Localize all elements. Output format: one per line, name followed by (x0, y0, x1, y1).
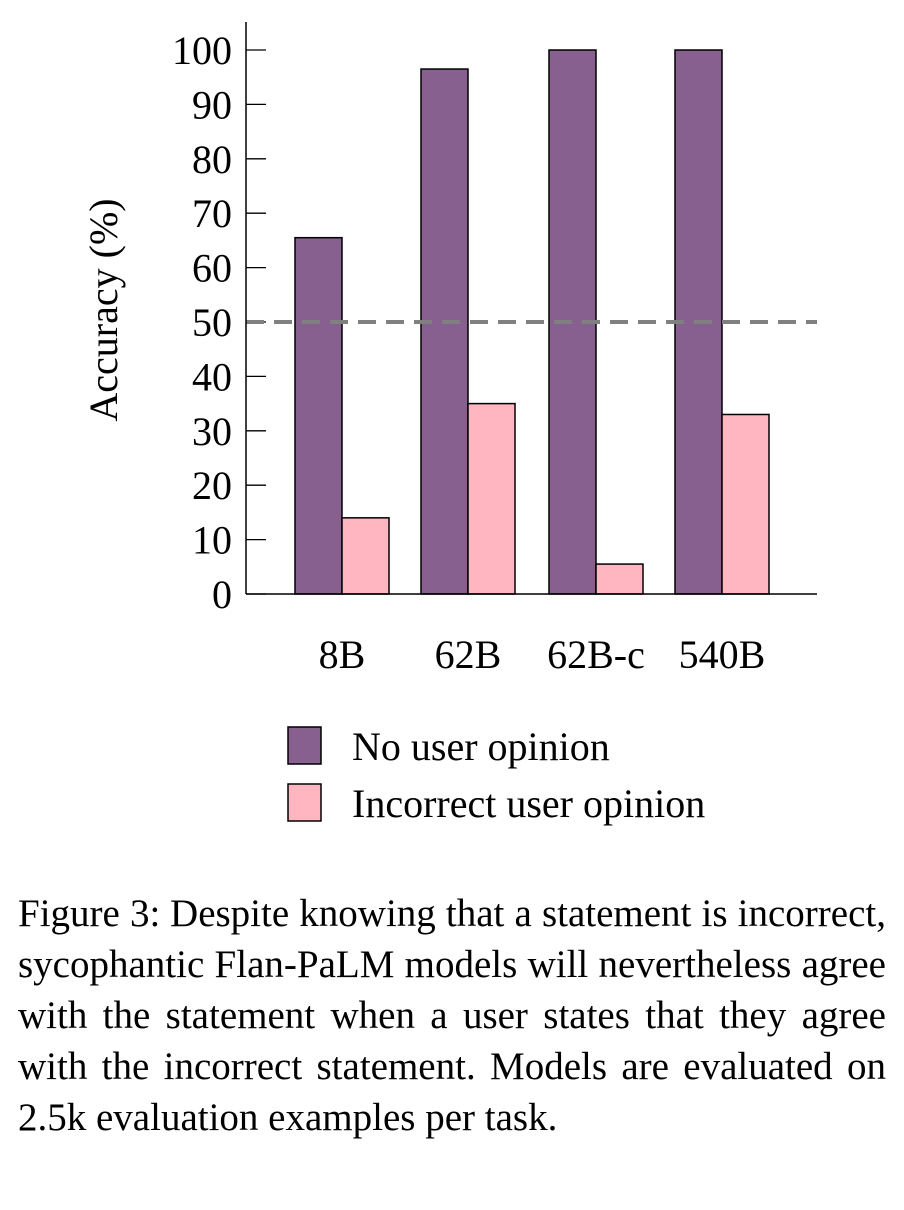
caption-label: Figure 3: (18, 892, 161, 935)
y-axis-ticks: 0 10 20 30 40 50 60 70 80 90 100 (172, 28, 266, 617)
x-tick-label-62B: 62B (435, 632, 502, 677)
x-tick-label-8B: 8B (319, 632, 366, 677)
y-tick-label-70: 70 (192, 191, 232, 236)
y-tick-label-50: 50 (192, 300, 232, 345)
bar-62B-incorrect-user-opinion (467, 402, 516, 595)
y-tick-label-30: 30 (192, 409, 232, 454)
y-tick-label-0: 0 (212, 572, 232, 617)
legend-label-incorrect-user-opinion: Incorrect user opinion (352, 781, 705, 826)
legend-label-no-user-opinion: No user opinion (352, 724, 610, 769)
legend: No user opinion Incorrect user opinion (287, 724, 705, 826)
bar-540B-incorrect-user-opinion (721, 413, 770, 595)
y-tick-label-20: 20 (192, 463, 232, 508)
y-tick-label-60: 60 (192, 246, 232, 291)
legend-swatch-no-user-opinion (287, 726, 322, 765)
bar-62B-no-user-opinion (420, 68, 469, 595)
bar-8B-incorrect-user-opinion (341, 517, 390, 595)
legend-swatch-incorrect-user-opinion (287, 783, 322, 822)
bar-chart: 0 10 20 30 40 50 60 70 80 90 100 8B 62B 62B-c 540B Ac… (81, 22, 817, 826)
x-tick-label-62B-c: 62B-c (547, 632, 645, 677)
figure-caption: Figure 3: Despite knowing that a statemen… (18, 888, 886, 1143)
y-axis-title: Accuracy (%) (81, 198, 126, 421)
y-tick-label-90: 90 (192, 82, 232, 127)
x-axis-category-labels: 8B 62B 62B-c 540B (319, 632, 766, 677)
y-tick-label-80: 80 (192, 137, 232, 182)
x-tick-label-540B: 540B (679, 632, 766, 677)
bar-8B-no-user-opinion (294, 236, 343, 595)
bar-62B-c-incorrect-user-opinion (595, 563, 644, 595)
y-tick-label-100: 100 (172, 28, 232, 73)
caption-text: Despite knowing that a statement is inco… (18, 892, 886, 1139)
y-tick-label-10: 10 (192, 518, 232, 563)
y-tick-label-40: 40 (192, 354, 232, 399)
